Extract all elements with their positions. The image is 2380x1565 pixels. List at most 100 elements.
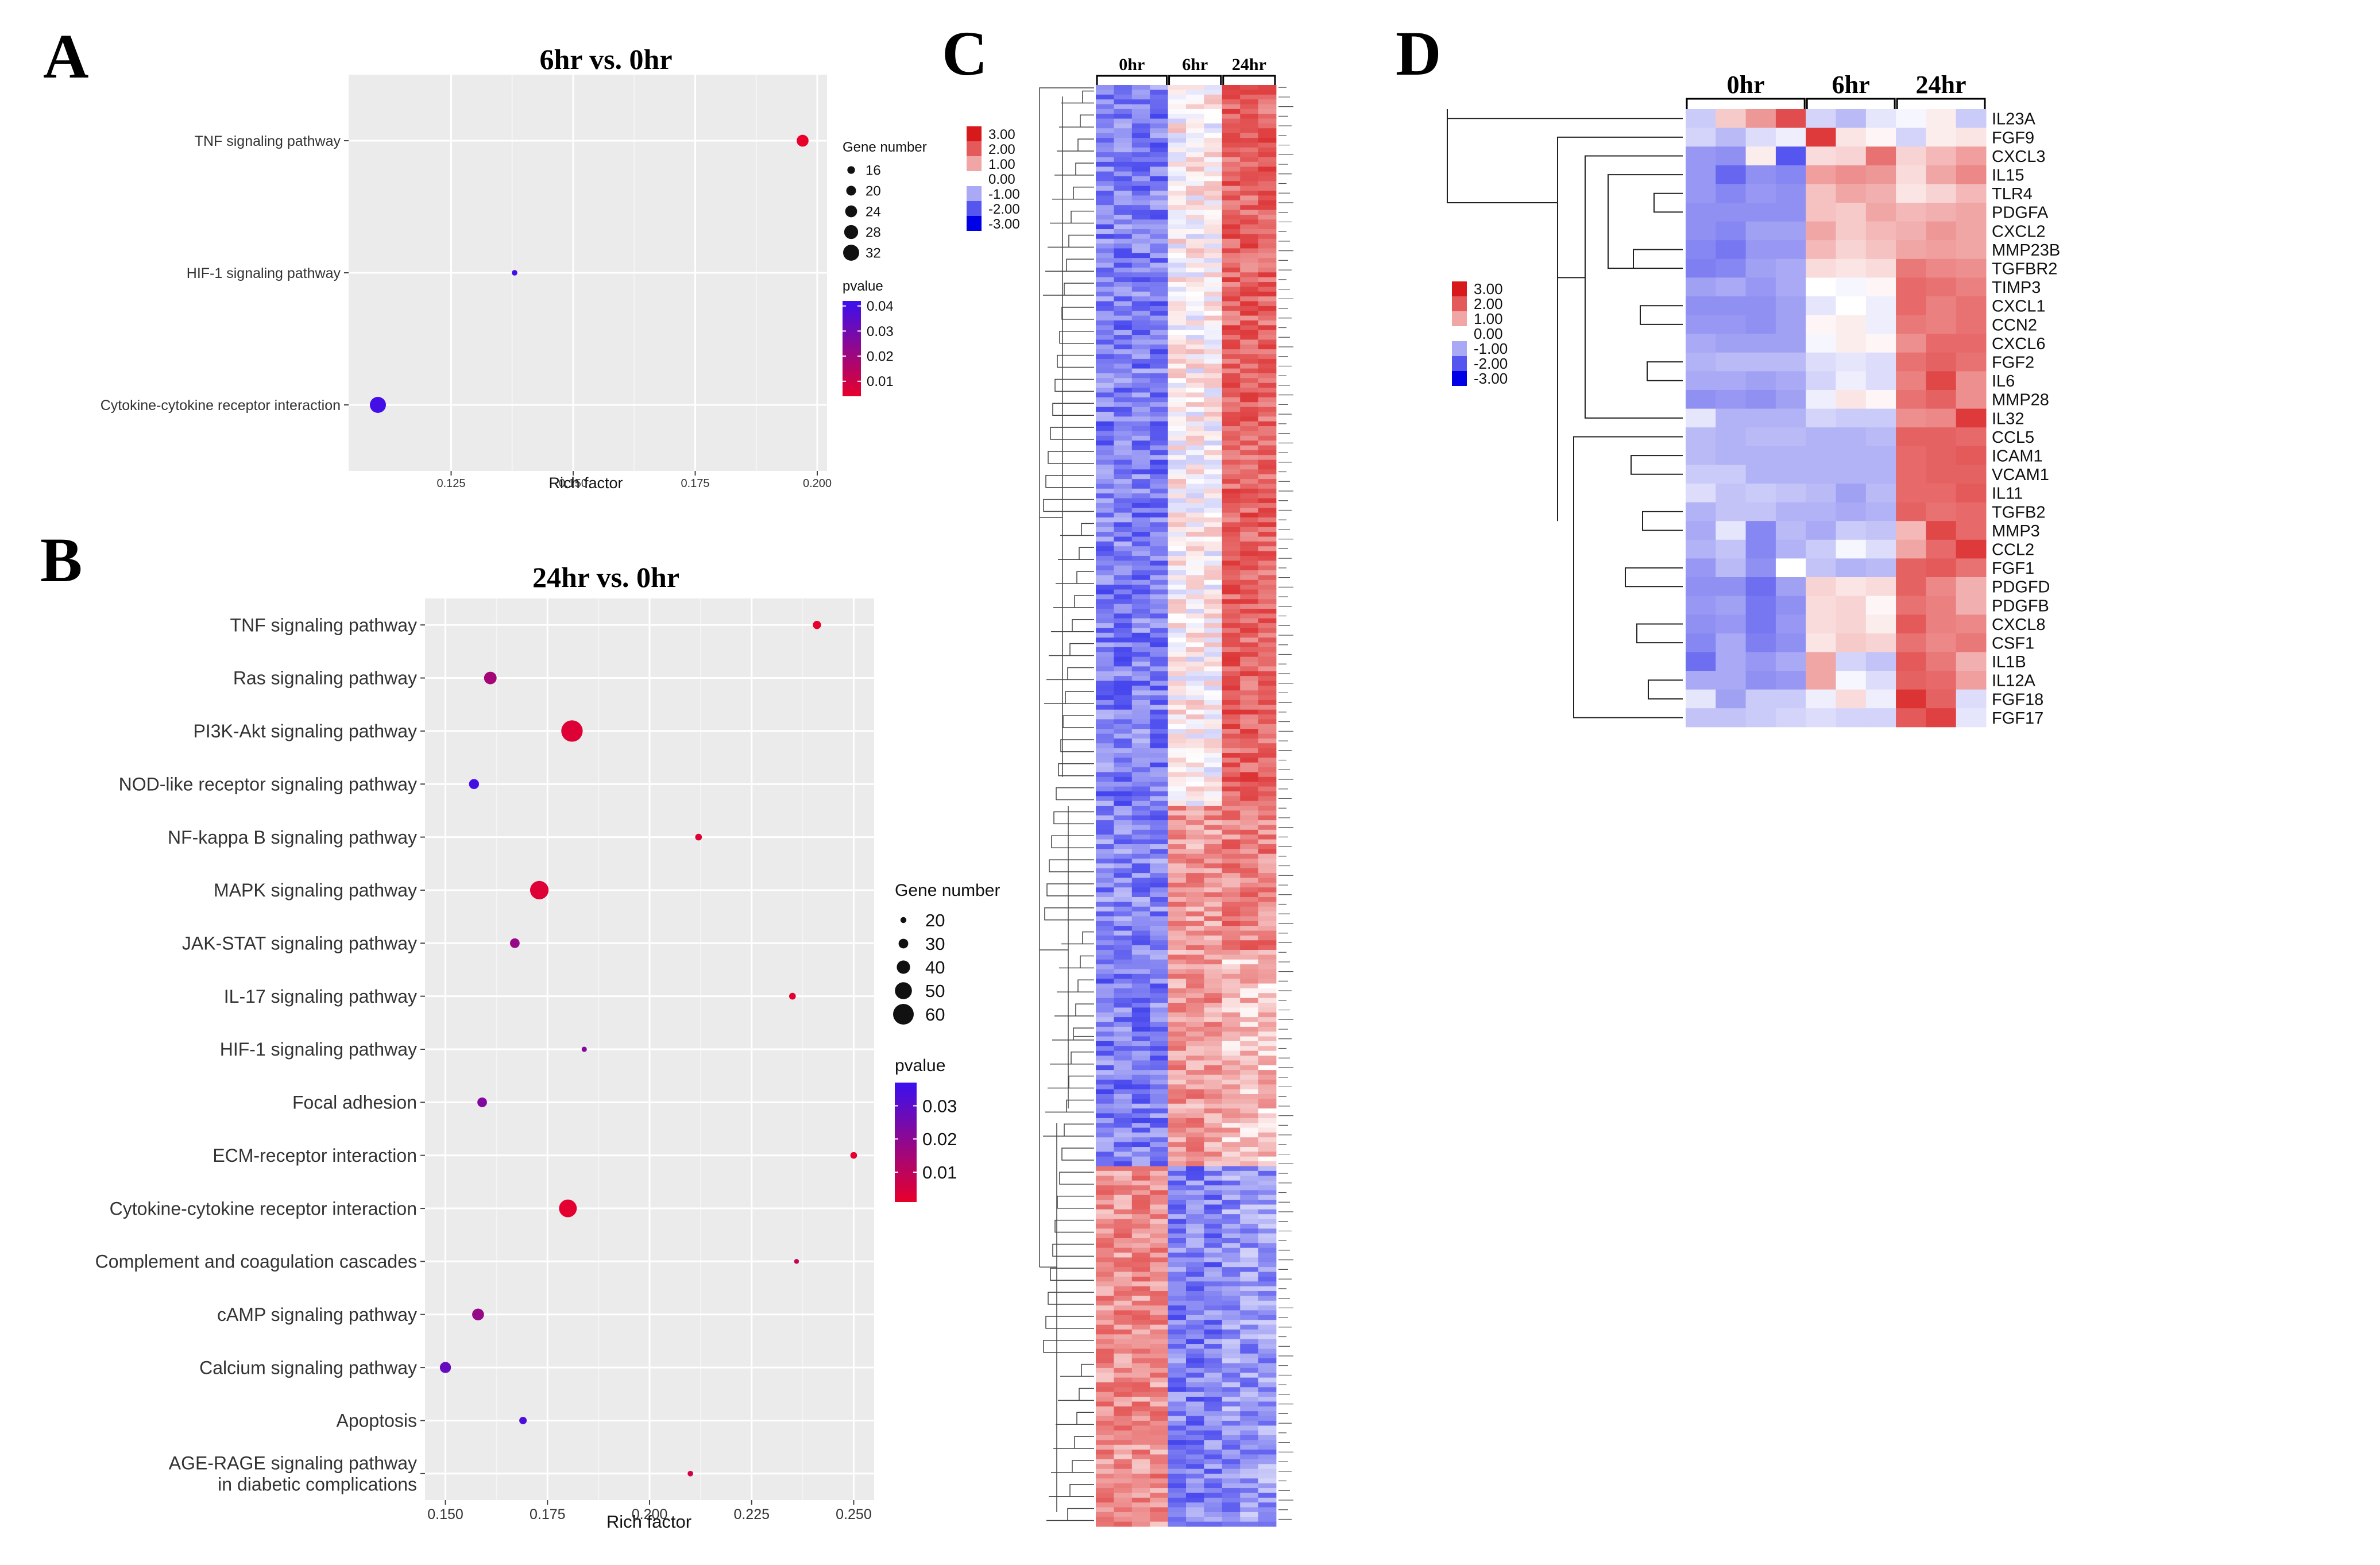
heatmap-cell [1926,390,1957,409]
heatmap-cell [1096,450,1114,455]
heatmap-cell [1186,1488,1204,1493]
heatmap-cell [1186,90,1204,95]
heatmap-cell [1131,219,1150,225]
heatmap-cell [1222,527,1241,532]
heatmap-cell [1168,993,1187,999]
heatmap-cell [1131,873,1150,878]
heatmap-cell [1150,229,1168,234]
heatmap-cell [1240,195,1258,201]
heatmap-cell [1222,806,1241,811]
heatmap-cell [1240,1276,1258,1282]
heatmap-cell [1204,1209,1223,1215]
heatmap-cell [1168,1214,1187,1219]
heatmap-cell [1168,1209,1187,1215]
heatmap-cell [1168,224,1187,230]
heatmap-cell [1258,1041,1277,1046]
heatmap-cell [1258,1075,1277,1080]
heatmap-cell [1186,1267,1204,1272]
heatmap-cell [1114,272,1133,278]
heatmap-cell [1258,681,1277,686]
heatmap-cell [1114,820,1133,825]
heatmap-cell [1186,498,1204,504]
heatmap-cell [1168,1084,1187,1090]
heatmap-cell [1186,1156,1204,1162]
heatmap-cell [1150,435,1168,441]
point-cytokine-cytokine-receptor-interaction [559,1199,577,1218]
heatmap-cell [1686,502,1716,521]
heatmap-cell [1168,1310,1187,1316]
heatmap-cell [1240,402,1258,407]
heatmap-cell [1240,844,1258,849]
heatmap-cell [1114,459,1133,465]
heatmap-cell [1168,416,1187,422]
heatmap-cell [1114,161,1133,167]
heatmap-cell [1131,1026,1150,1032]
heatmap-cell [1222,1195,1241,1200]
heatmap-cell [1240,993,1258,999]
heatmap-d-scale-swatch [1452,356,1467,371]
heatmap-cell [1222,123,1241,129]
heatmap-cell [1168,743,1187,748]
heatmap-cell [1168,604,1187,609]
panel-letter-d: D [1396,18,1441,88]
heatmap-cell [1258,1036,1277,1042]
heatmap-cell [1222,325,1241,331]
heatmap-cell [1168,469,1187,475]
heatmap-cell [1222,878,1241,883]
heatmap-cell [1096,902,1114,907]
category-label: Apoptosis [336,1411,417,1431]
heatmap-cell [1204,1147,1223,1152]
heatmap-cell [1258,1195,1277,1200]
heatmap-cell [1240,1099,1258,1104]
heatmap-cell [1114,1320,1133,1325]
heatmap-cell [1258,109,1277,114]
heatmap-cell [1131,1392,1150,1397]
heatmap-cell [1222,656,1241,662]
heatmap-cell [1204,349,1223,354]
heatmap-cell [1186,551,1204,557]
heatmap-cell [1186,1454,1204,1460]
heatmap-cell [1222,407,1241,412]
heatmap-cell [1222,488,1241,494]
heatmap-cell [1150,176,1168,181]
heatmap-cell [1186,579,1204,585]
heatmap-cell [1240,1056,1258,1061]
category-label: ECM-receptor interaction [212,1145,417,1166]
heatmap-cell [1222,1214,1241,1219]
heatmap-cell [1240,1156,1258,1162]
heatmap-cell [1258,161,1277,167]
heatmap-cell [1168,1094,1187,1099]
heatmap-cell [1114,772,1133,778]
heatmap-cell [1258,229,1277,234]
heatmap-cell [1186,450,1204,455]
heatmap-cell [1258,479,1277,484]
heatmap-cell [1222,330,1241,335]
heatmap-d-dendrogram [1447,109,1683,718]
heatmap-cell [1240,1257,1258,1263]
panel-letter-b: B [40,525,82,595]
heatmap-cell [1240,1363,1258,1369]
heatmap-cell [1168,1262,1187,1268]
heatmap-cell [1686,315,1716,334]
heatmap-cell [1258,776,1277,782]
panel-d-heatmap: 0hr 6hr 24hrIL23AFGF9CXCL3IL15TLR4PDGFACXC… [1447,71,2060,728]
heatmap-cell [1222,724,1241,729]
heatmap-cell [1240,796,1258,802]
heatmap-cell [1096,671,1114,677]
heatmap-cell [1168,955,1187,960]
heatmap-cell [1204,1238,1223,1243]
heatmap-cell [1131,1075,1150,1080]
heatmap-cell [1096,719,1114,725]
heatmap-cell [1222,171,1241,177]
heatmap-cell [1150,911,1168,917]
heatmap-cell [1131,1147,1150,1152]
heatmap-cell [1131,1367,1150,1373]
heatmap-cell [1240,829,1258,835]
heatmap-cell [1258,1142,1277,1147]
heatmap-cell [1114,330,1133,335]
heatmap-cell [1240,594,1258,600]
heatmap-cell [1131,738,1150,744]
heatmap-cell [1258,748,1277,753]
heatmap-cell [1240,632,1258,638]
heatmap-cell [1222,287,1241,292]
